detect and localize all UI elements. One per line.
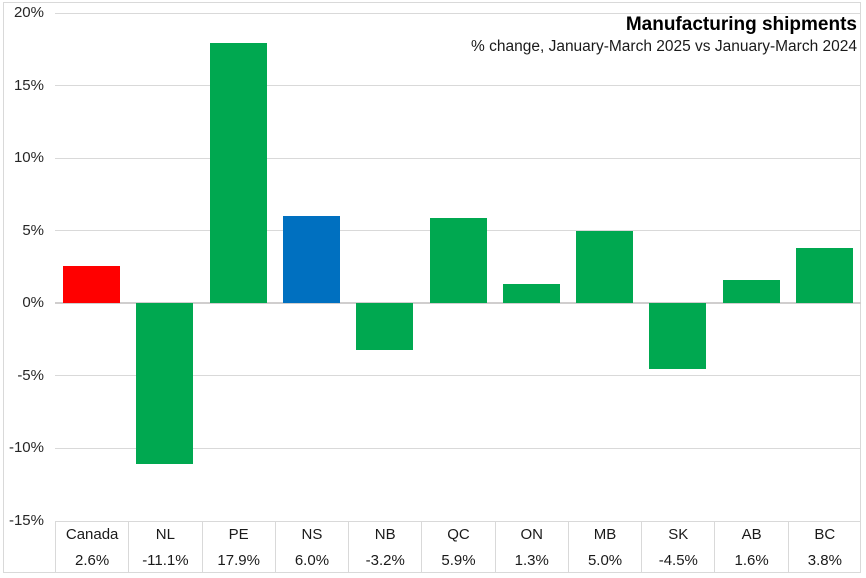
category-label-nl: NL	[155, 525, 175, 543]
bar-mb	[576, 230, 634, 304]
value-label-ab: 1.6%	[734, 551, 769, 569]
value-label-ns: 6.0%	[294, 551, 330, 569]
y-axis-label-10%: 10%	[13, 149, 44, 167]
x-axis-cell-ab: AB 1.6%	[714, 521, 787, 573]
bar-nb	[356, 303, 414, 350]
gridline--10%	[55, 447, 861, 449]
gridline-20%	[55, 12, 861, 14]
x-axis-cell-sk: SK -4.5%	[641, 521, 714, 573]
category-label-ns: NS	[301, 525, 323, 543]
category-label-pe: PE	[228, 525, 249, 543]
y-axis-label-0%: 0%	[22, 294, 44, 312]
value-label-canada: 2.6%	[75, 551, 110, 569]
bar-ab	[722, 280, 780, 304]
category-label-canada: Canada	[65, 525, 119, 543]
value-label-nb: -3.2%	[365, 551, 405, 569]
category-label-qc: QC	[447, 525, 470, 543]
category-label-on: ON	[520, 525, 544, 543]
gridline--15%	[55, 520, 861, 522]
category-label-nb: NB	[374, 525, 396, 543]
value-label-nl: -11.1%	[142, 551, 189, 569]
category-label-bc: BC	[814, 525, 836, 543]
x-axis-cell-on: ON 1.3%	[494, 521, 568, 573]
x-axis-cell-canada: Canada 2.6%	[55, 521, 128, 573]
title-block: Manufacturing shipments % change, Januar…	[471, 13, 857, 57]
value-label-mb: 5.0%	[587, 551, 623, 569]
gridline-15%	[55, 85, 861, 87]
value-label-bc: 3.8%	[807, 551, 842, 569]
x-axis-cell-nb: NB -3.2%	[348, 521, 421, 573]
category-label-mb: MB	[593, 525, 617, 543]
category-label-ab: AB	[741, 525, 762, 543]
gridline--5%	[55, 375, 861, 377]
bar-nl	[136, 303, 194, 465]
bar-qc	[429, 217, 487, 304]
y-axis-label--10%: -10%	[8, 439, 44, 457]
x-axis-cell-pe: PE 17.9%	[201, 521, 275, 573]
x-axis-cell-mb: MB 5.0%	[567, 521, 641, 573]
x-axis-cell-bc: BC 3.8%	[787, 521, 861, 573]
x-axis-cell-ns: NS 6.0%	[274, 521, 348, 573]
y-axis-label--15%: -15%	[8, 512, 44, 529]
chart-title: Manufacturing shipments	[625, 14, 857, 35]
x-axis-cell-qc: QC 5.9%	[421, 521, 494, 573]
gridline-10%	[55, 157, 861, 159]
bar-on	[502, 284, 560, 304]
value-label-on: 1.3%	[514, 551, 549, 569]
y-axis-label-15%: 15%	[13, 76, 44, 94]
zero-axis-line	[55, 302, 861, 305]
bar-ns	[282, 216, 340, 304]
x-axis-cell-nl: NL -11.1%	[128, 521, 201, 573]
chart-subtitle: % change, January-March 2025 vs January-…	[471, 38, 857, 55]
y-axis-label-20%: 20%	[13, 4, 44, 21]
y-axis-label-5%: 5%	[22, 221, 44, 239]
bar-canada	[63, 265, 121, 304]
value-label-sk: -4.5%	[658, 551, 698, 569]
y-axis-label--5%: -5%	[17, 366, 44, 384]
bar-pe	[209, 43, 267, 304]
value-label-pe: 17.9%	[217, 551, 260, 569]
bar-bc	[795, 248, 853, 304]
value-label-qc: 5.9%	[441, 551, 476, 569]
category-label-sk: SK	[668, 525, 689, 543]
bar-sk	[649, 303, 707, 369]
